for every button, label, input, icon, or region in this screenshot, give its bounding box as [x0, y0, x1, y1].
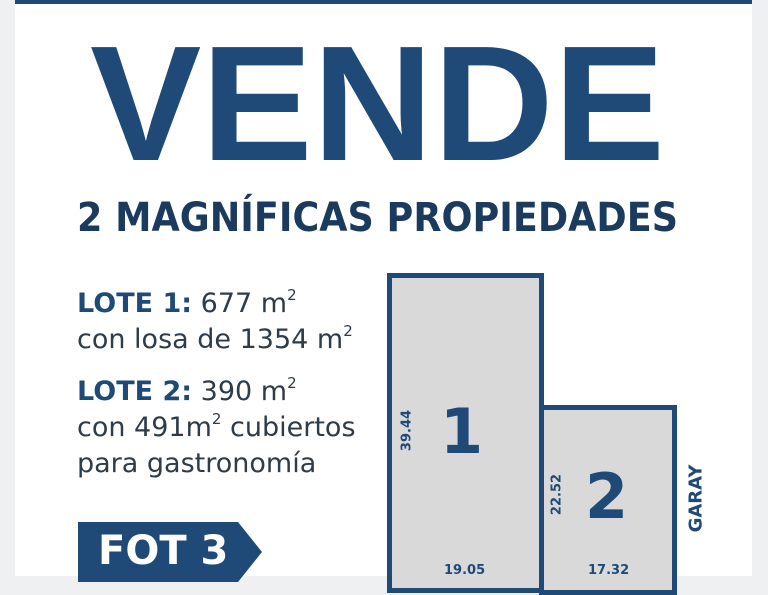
- lot2-detail: con 491m: [77, 412, 212, 443]
- sup: 2: [211, 410, 222, 428]
- sup: 2: [287, 286, 297, 304]
- sup: 2: [287, 374, 297, 392]
- lot2-number: 2: [585, 460, 629, 533]
- lot1-number: 1: [440, 395, 484, 468]
- lot2-area: 390 m: [200, 376, 288, 407]
- street-label: GARAY: [685, 464, 707, 533]
- lot1-detail: con losa de 1354 m: [77, 324, 344, 355]
- headline: VENDE: [90, 12, 665, 195]
- lot2-label: LOTE 2:: [77, 376, 193, 407]
- lot2-front: 17.32: [588, 563, 630, 578]
- fot-badge: FOT 3: [78, 522, 262, 582]
- lot2-detail-c: para gastronomía: [77, 448, 317, 479]
- lot1-depth: 39.44: [399, 409, 415, 452]
- lot1-plan: [387, 273, 544, 593]
- lot2-detail-b: cubiertos: [221, 412, 356, 443]
- lot1-front: 19.05: [444, 563, 486, 578]
- lot1-label: LOTE 1:: [77, 288, 193, 319]
- subheadline: 2 MAGNÍFICAS PROPIEDADES: [77, 193, 678, 241]
- sup: 2: [343, 322, 353, 340]
- fot-label: FOT 3: [98, 528, 229, 574]
- lot1-info: LOTE 1: 677 m2 con losa de 1354 m2: [77, 286, 353, 358]
- headline-area: VENDE 2 MAGNÍFICAS PROPIEDADES: [77, 12, 678, 241]
- lot1-area: 677 m: [200, 288, 288, 319]
- lot2-plan: [539, 405, 677, 595]
- lot2-info: LOTE 2: 390 m2 con 491m2 cubiertos para …: [77, 374, 356, 482]
- top-bar: [15, 0, 752, 4]
- lot2-depth: 22.52: [549, 473, 565, 516]
